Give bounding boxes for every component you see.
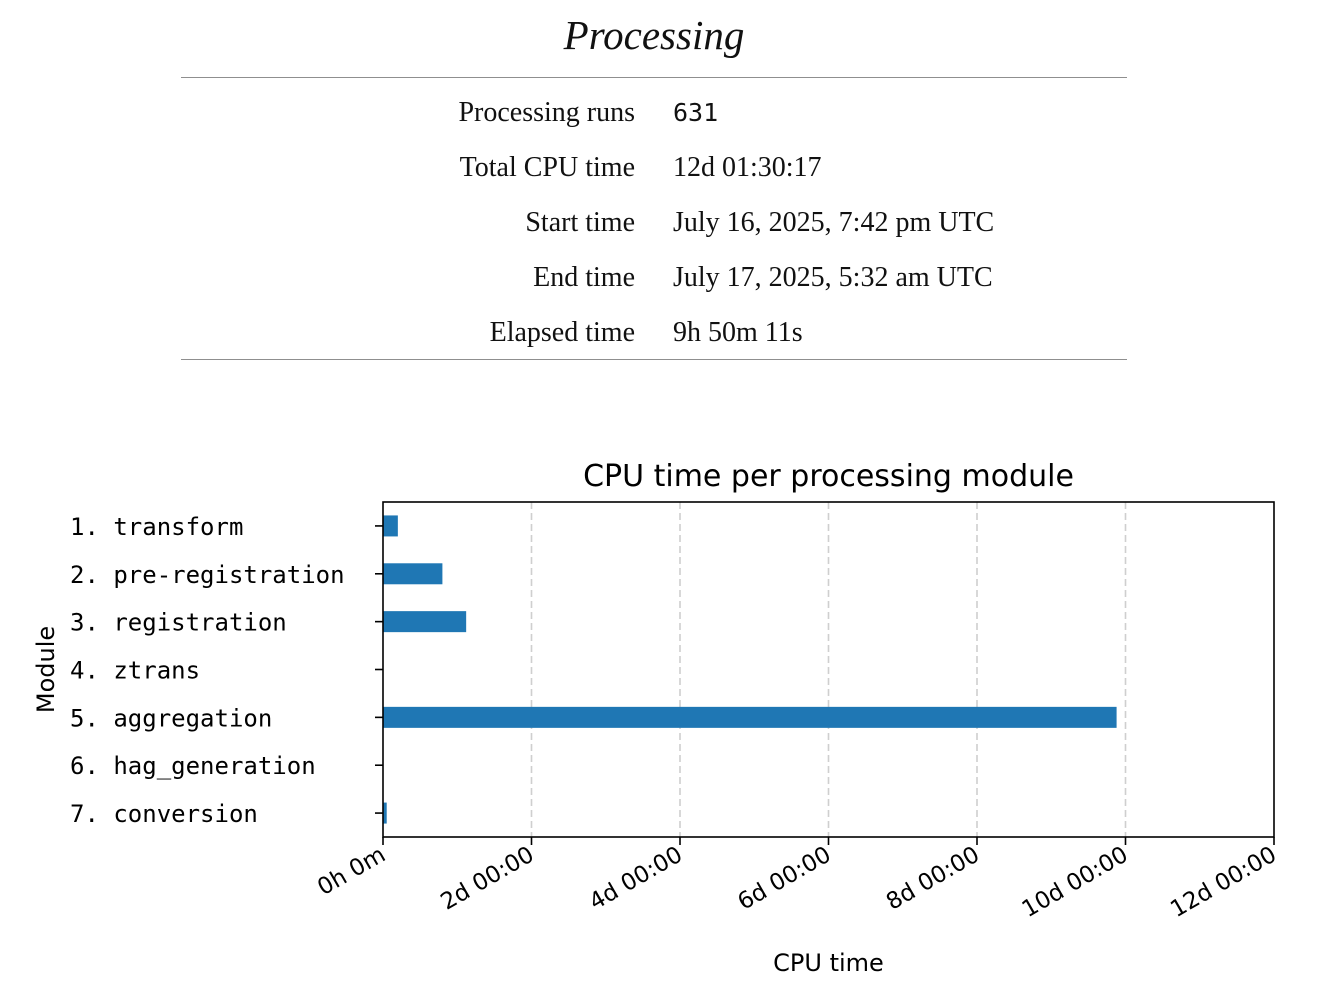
bar [383, 706, 1117, 728]
summary-label: Start time [525, 206, 635, 238]
summary-row-end-time: End time July 17, 2025, 5:32 am UTC [181, 250, 1127, 305]
bar [383, 802, 387, 824]
y-tick-label: 5. aggregation [70, 704, 272, 732]
summary-row-elapsed-time: Elapsed time 9h 50m 11s [181, 305, 1127, 360]
x-tick-label: 2d 00:00 [436, 842, 538, 916]
summary-value: 9h 50m 11s [673, 316, 803, 348]
x-tick-label: 4d 00:00 [585, 842, 687, 916]
x-tick-label: 8d 00:00 [882, 842, 984, 916]
summary-label: End time [533, 261, 635, 293]
x-axis-ticks: 0h 0m 2d 00:00 4d 00:00 6d 00:00 8d 00:00 10d… [313, 837, 1281, 923]
x-tick-label: 6d 00:00 [733, 842, 835, 916]
summary-row-start-time: Start time July 16, 2025, 7:42 pm UTC [181, 195, 1127, 250]
y-tick-label: 2. pre-registration [70, 561, 345, 589]
summary-label: Elapsed time [489, 316, 635, 348]
y-tick-label: 1. transform [70, 513, 243, 541]
x-axis-label: CPU time [773, 949, 884, 977]
y-axis-label: Module [32, 626, 60, 713]
summary-value: July 16, 2025, 7:42 pm UTC [673, 206, 995, 238]
summary-label: Processing runs [458, 96, 635, 128]
summary-row-total-cpu-time: Total CPU time 12d 01:30:17 [181, 140, 1127, 195]
page-title: Processing [563, 12, 745, 58]
summary-table: Processing runs 631 Total CPU time 12d 0… [181, 77, 1127, 360]
bars [383, 515, 1117, 824]
x-tick-label: 0h 0m [313, 842, 390, 901]
summary-row-processing-runs: Processing runs 631 [181, 85, 1127, 140]
y-axis-ticks: 1. transform 2. pre-registration 3. regist… [70, 513, 383, 828]
x-tick-label: 12d 00:00 [1166, 842, 1281, 923]
grid-lines [530, 502, 1127, 837]
y-tick-label: 3. registration [70, 609, 287, 637]
y-tick-label: 6. hag_generation [70, 752, 316, 780]
summary-value: July 17, 2025, 5:32 am UTC [673, 261, 993, 293]
cpu-time-chart: 1. transform 2. pre-registration 3. regist… [32, 459, 1281, 977]
bar [383, 515, 398, 537]
x-tick-label: 10d 00:00 [1018, 842, 1133, 923]
summary-label: Total CPU time [459, 151, 635, 183]
chart-title: CPU time per processing module [583, 459, 1074, 494]
bar [383, 611, 467, 633]
y-tick-label: 7. conversion [70, 800, 258, 828]
y-tick-label: 4. ztrans [70, 657, 200, 685]
bar [383, 563, 443, 585]
summary-value: 631 [673, 98, 719, 127]
summary-value: 12d 01:30:17 [673, 151, 822, 183]
